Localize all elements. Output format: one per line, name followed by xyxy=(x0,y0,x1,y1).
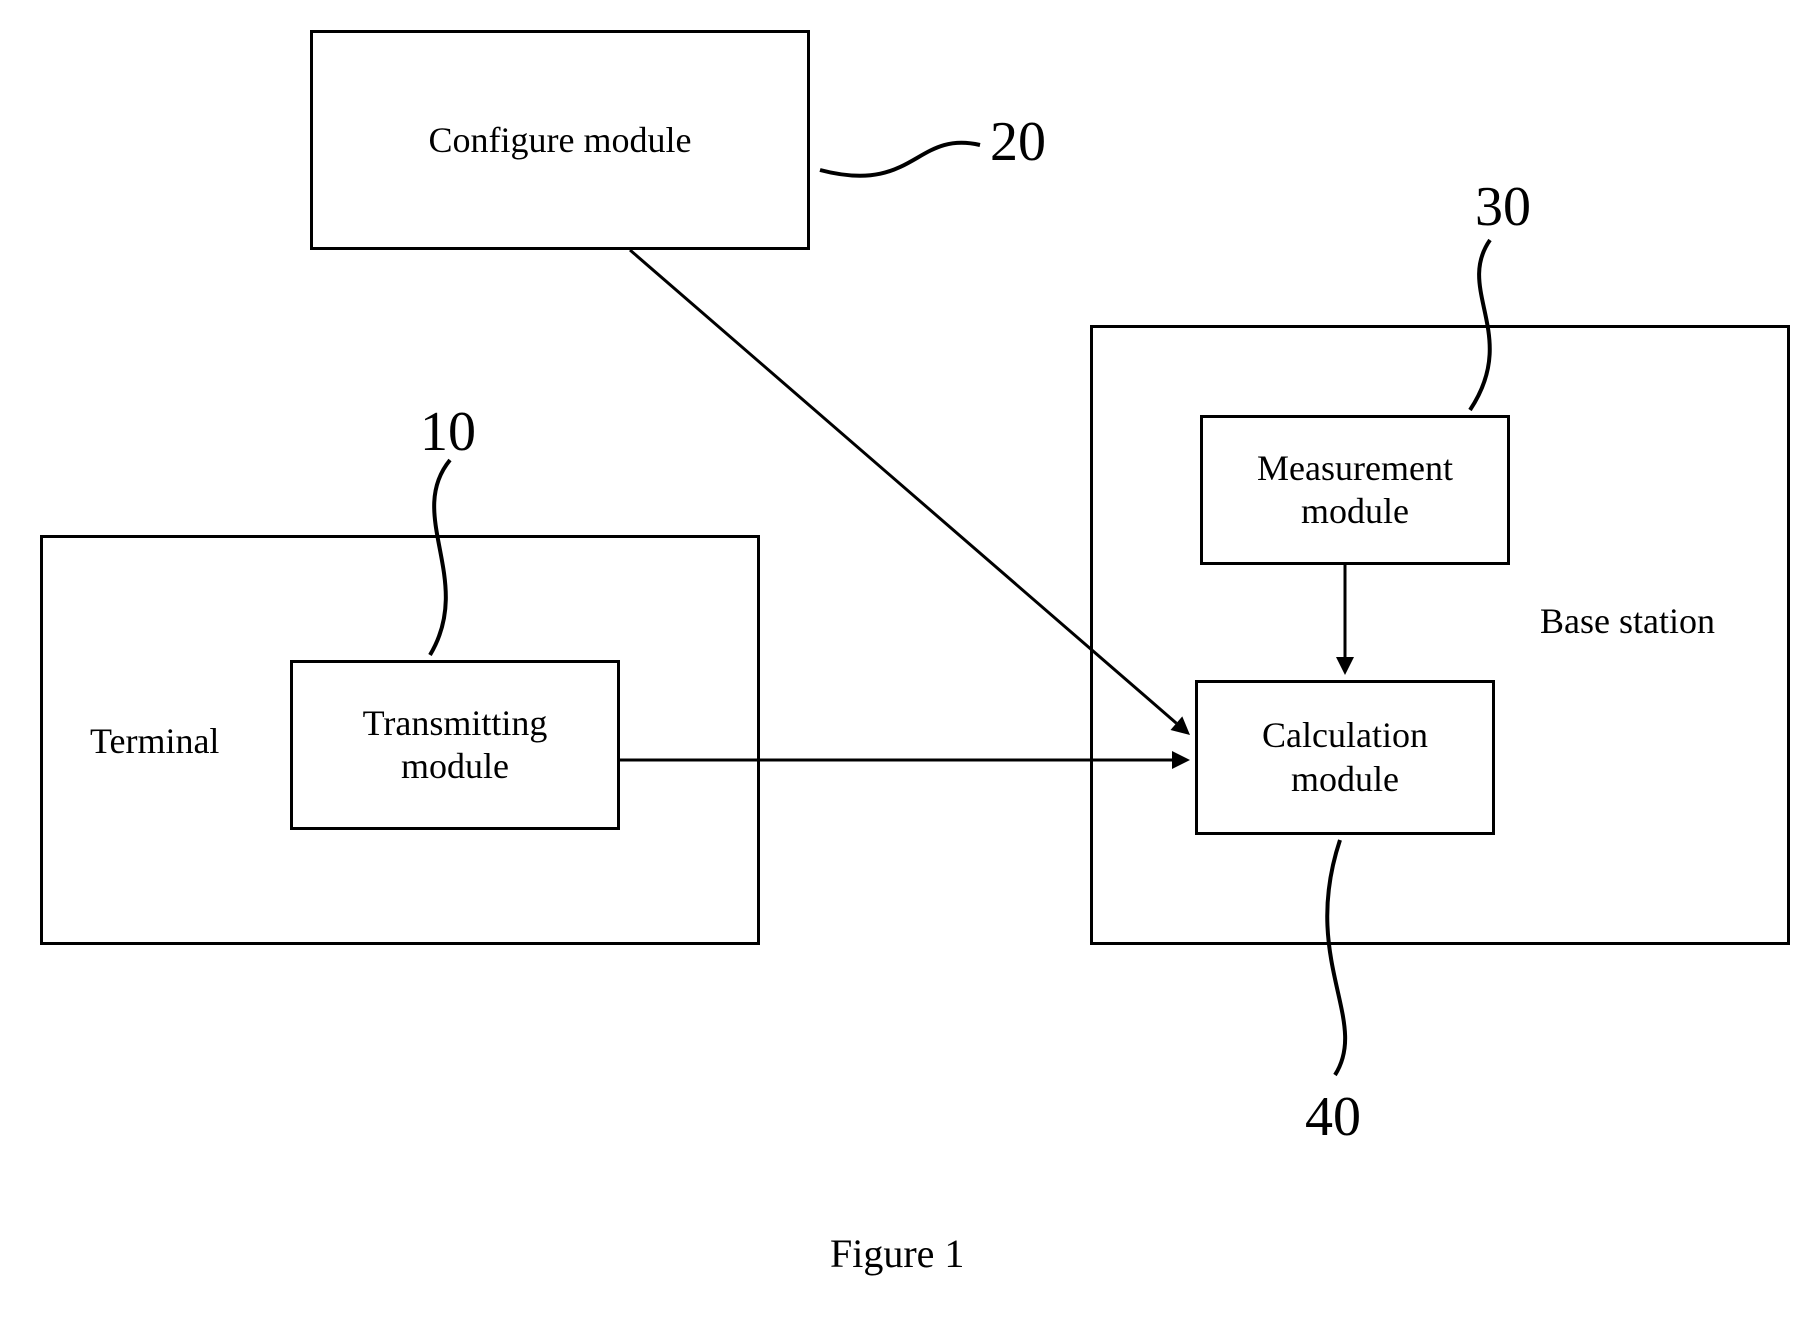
ref-number-30: 30 xyxy=(1475,175,1531,239)
ref-number-10: 10 xyxy=(420,400,476,464)
calculation-module-label: Calculation module xyxy=(1262,714,1428,800)
measurement-module-box: Measurement module xyxy=(1200,415,1510,565)
base-station-label: Base station xyxy=(1540,600,1715,642)
configure-module-label: Configure module xyxy=(429,119,692,161)
ref-number-20: 20 xyxy=(990,110,1046,174)
figure-caption: Figure 1 xyxy=(830,1230,964,1277)
terminal-label: Terminal xyxy=(90,720,219,762)
transmitting-module-box: Transmitting module xyxy=(290,660,620,830)
calculation-module-box: Calculation module xyxy=(1195,680,1495,835)
configure-module-box: Configure module xyxy=(310,30,810,250)
measurement-module-label: Measurement module xyxy=(1257,447,1453,533)
ref-number-40: 40 xyxy=(1305,1085,1361,1149)
transmitting-module-label: Transmitting module xyxy=(363,702,548,788)
